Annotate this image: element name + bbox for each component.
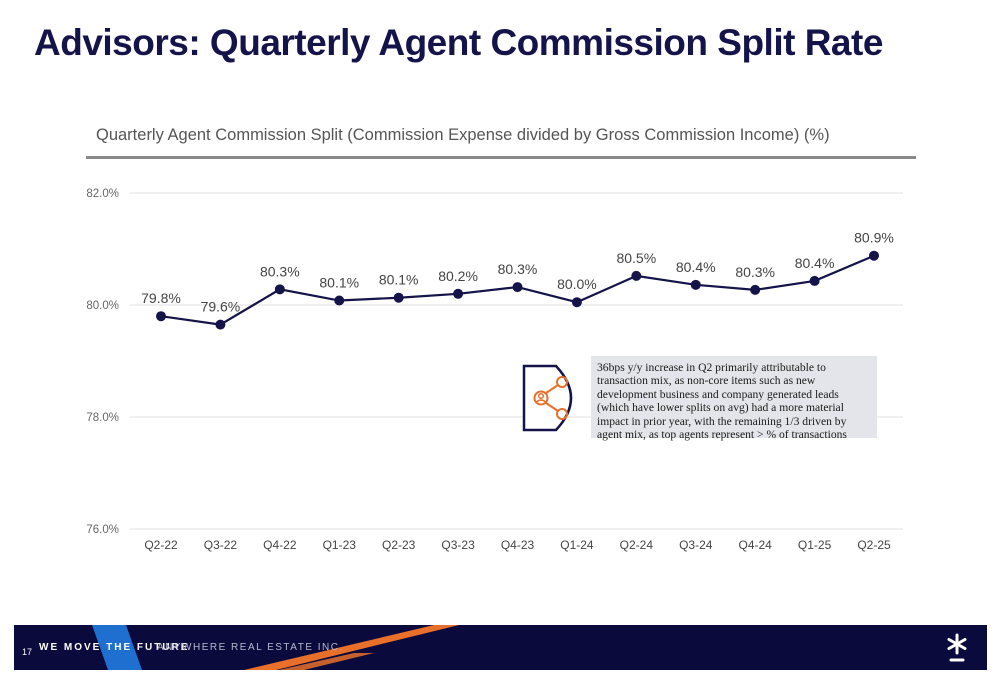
x-tick-label: Q1-23	[323, 538, 357, 552]
data-label: 80.5%	[616, 250, 656, 266]
data-label: 80.0%	[557, 276, 597, 292]
data-label: 80.4%	[795, 255, 835, 271]
data-point	[690, 279, 701, 290]
data-point	[453, 288, 464, 299]
x-tick-label: Q1-24	[560, 538, 594, 552]
data-label: 80.3%	[498, 261, 538, 277]
data-label: 80.9%	[854, 230, 894, 246]
y-tick-label: 80.0%	[86, 300, 119, 312]
footer-band: 17 WE MOVE THE FUTURE ANYWHERE REAL ESTA…	[14, 625, 987, 670]
x-tick-label: Q2-23	[382, 538, 416, 552]
annotation-callout: 36bps y/y increase in Q2 primarily attri…	[591, 356, 877, 442]
x-tick-label: Q3-22	[204, 538, 238, 552]
y-tick-label: 82.0%	[86, 188, 119, 200]
data-point	[631, 270, 642, 281]
line-chart: 76.0% 78.0% 80.0% 82.0% Q2-22 Q3-22 Q4-22 Q1-23…	[86, 188, 903, 552]
x-tick-label: Q2-25	[857, 538, 891, 552]
footer-tagline: WE MOVE THE FUTURE	[39, 642, 190, 653]
data-point	[512, 282, 523, 293]
data-point	[156, 311, 166, 322]
footer-decoration	[92, 625, 459, 670]
page-title: Advisors: Quarterly Agent Commission Spl…	[34, 22, 883, 63]
y-tick-label: 76.0%	[86, 524, 119, 536]
x-tick-label: Q4-22	[263, 538, 297, 552]
x-tick-label: Q2-22	[144, 538, 178, 552]
people-network-icon	[520, 364, 588, 437]
data-label: 80.2%	[438, 268, 478, 284]
data-point	[393, 292, 404, 303]
data-point	[215, 319, 226, 330]
data-point	[274, 284, 285, 295]
annotation-text: 36bps y/y increase in Q2 primarily attri…	[597, 361, 847, 442]
page-number: 17	[22, 647, 33, 657]
data-label: 79.8%	[141, 290, 181, 306]
chart-title: Quarterly Agent Commission Split (Commis…	[96, 126, 830, 144]
data-label: 80.1%	[319, 275, 359, 291]
data-point	[334, 295, 345, 306]
x-tick-label: Q1-25	[798, 538, 832, 552]
x-tick-label: Q3-24	[679, 538, 713, 552]
title-divider	[86, 156, 916, 159]
data-label: 80.3%	[735, 264, 775, 280]
data-label: 80.3%	[260, 263, 300, 279]
asterisk-logo-icon	[942, 632, 972, 669]
x-tick-label: Q4-23	[501, 538, 535, 552]
y-tick-label: 78.0%	[86, 412, 119, 424]
data-point	[869, 250, 879, 261]
x-tick-label: Q2-24	[620, 538, 654, 552]
x-tick-label: Q3-23	[441, 538, 475, 552]
data-label: 80.1%	[379, 272, 419, 288]
data-label: 80.4%	[676, 259, 716, 275]
data-point	[571, 297, 582, 308]
data-label: 79.6%	[201, 299, 241, 315]
data-point	[809, 275, 820, 286]
x-tick-label: Q4-24	[738, 538, 772, 552]
footer-company: ANYWHERE REAL ESTATE INC.	[157, 642, 344, 653]
data-point	[750, 284, 761, 295]
